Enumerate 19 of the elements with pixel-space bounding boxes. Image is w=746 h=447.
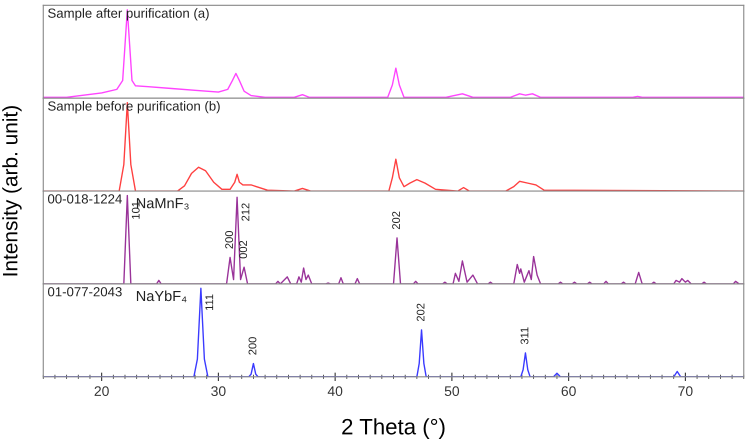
annotation: 111 [205,294,214,310]
annotation: 200 [248,337,256,355]
annotation: 212 [242,203,250,221]
annotation: 311 [520,327,528,344]
x-tick-label: 30 [211,386,226,396]
annotation: 202 [392,212,400,230]
annotation: 002 [239,240,248,258]
y-axis-title: Intensity (arb. unit) [2,106,22,276]
x-tick-label: 60 [562,386,576,396]
annotation: 202 [416,304,425,322]
annotation: 200 [225,230,234,249]
x-tick-label: 20 [94,386,109,396]
x-tick-label: 50 [444,386,460,396]
x-axis-title: 2 Theta (°) [342,418,445,439]
chart-title: 00-018-1224 [48,194,122,204]
x-tick-label: 70 [678,386,693,396]
chart-title: 01-077-2043 [48,287,122,296]
chart-subtitle: NaYbF₄ [136,290,187,302]
x-tick-label: 40 [328,386,342,396]
